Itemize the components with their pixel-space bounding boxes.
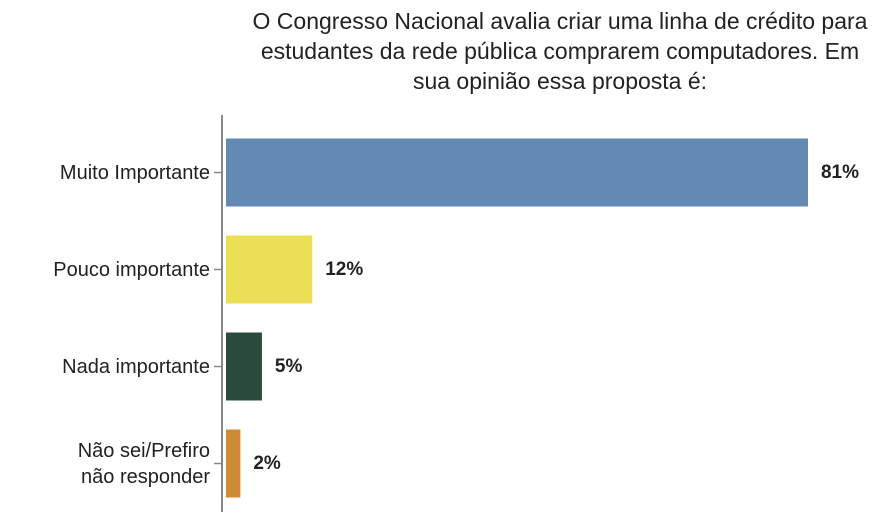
bar: [226, 429, 241, 498]
y-tick-label: Muito Importante: [59, 161, 210, 184]
value-label: 81%: [820, 161, 860, 183]
y-tick-label: Não sei/Prefiro não responder: [77, 439, 210, 488]
value-label: 2%: [253, 452, 281, 474]
chart-title: O Congresso Nacional avalia criar uma li…: [252, 8, 868, 94]
bar: [226, 332, 262, 401]
y-tick-label: Nada importante: [62, 355, 210, 378]
bar: [226, 138, 808, 207]
value-label: 5%: [274, 355, 303, 377]
y-tick-label: Pouco importante: [53, 258, 210, 281]
value-label: 12%: [325, 258, 364, 280]
bar: [226, 235, 313, 304]
